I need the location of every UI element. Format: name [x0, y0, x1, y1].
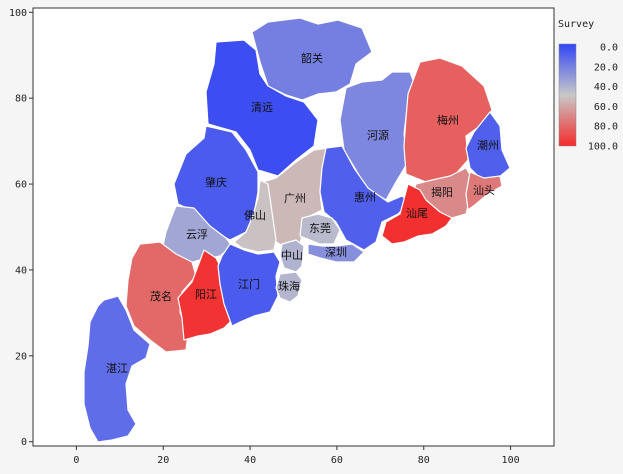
region-meizhou[interactable] — [403, 57, 493, 185]
x-tick-label: 100 — [502, 455, 520, 466]
region-shanwei[interactable] — [381, 183, 453, 245]
region-zhanjiang[interactable] — [83, 295, 151, 443]
y-tick-label: 40 — [15, 265, 27, 276]
y-tick-label: 100 — [9, 8, 27, 19]
y-tick-label: 60 — [15, 180, 27, 191]
legend-tick-label: 40.0 — [594, 82, 618, 93]
x-tick-label: 80 — [418, 455, 430, 466]
region-label: 清远 — [251, 101, 273, 114]
x-tick-label: 0 — [73, 455, 79, 466]
region-label: 潮州 — [477, 138, 499, 152]
y-tick-label: 20 — [15, 351, 27, 362]
region-label: 汕尾 — [406, 207, 428, 220]
region-label: 韶关 — [301, 51, 323, 65]
x-tick-label: 20 — [157, 455, 169, 466]
region-label: 广州 — [284, 192, 306, 205]
plot-frame — [32, 7, 555, 447]
region-label: 珠海 — [278, 279, 300, 293]
x-tick-label: 40 — [244, 455, 256, 466]
colorbar — [558, 43, 577, 147]
region-label: 湛江 — [106, 362, 128, 375]
y-tick-label: 80 — [15, 94, 27, 105]
region-shenzhen[interactable] — [307, 243, 365, 263]
region-label: 江门 — [238, 277, 260, 291]
region-label: 茂名 — [150, 289, 172, 303]
colorbar-legend: Survey 0.0 20.0 40.0 60.0 80.0 100.0 — [558, 19, 618, 153]
region-maoming[interactable] — [125, 241, 197, 353]
region-label: 阳江 — [195, 288, 217, 301]
legend-tick-label: 0.0 — [600, 43, 618, 54]
x-tick-label: 60 — [331, 455, 343, 466]
x-axis: 0 20 40 60 80 100 — [33, 445, 554, 466]
region-label: 汕头 — [473, 184, 495, 197]
region-label: 东莞 — [309, 222, 331, 235]
legend-tick-label: 80.0 — [594, 122, 618, 133]
y-axis: 0 20 40 60 80 100 — [9, 8, 34, 448]
region-dongguan[interactable] — [299, 213, 341, 245]
legend-tick-label: 60.0 — [594, 102, 618, 113]
region-label: 佛山 — [244, 209, 266, 222]
region-label: 深圳 — [325, 246, 347, 259]
region-label: 云浮 — [186, 228, 208, 241]
region-huizhou[interactable] — [319, 145, 411, 251]
legend-title: Survey — [558, 19, 594, 30]
region-label: 中山 — [281, 249, 303, 262]
region-label: 肇庆 — [205, 175, 227, 189]
region-foshan[interactable] — [233, 179, 277, 253]
region-jiangmen[interactable] — [217, 243, 281, 327]
region-zhuhai[interactable] — [275, 271, 303, 303]
legend-tick-label: 100.0 — [588, 142, 618, 153]
region-qingyuan[interactable] — [205, 39, 319, 177]
y-tick-label: 0 — [21, 437, 27, 448]
region-label: 惠州 — [354, 190, 376, 204]
legend-tick-label: 20.0 — [594, 62, 618, 73]
region-label: 梅州 — [437, 113, 459, 127]
region-label: 揭阳 — [431, 185, 453, 199]
region-zhongshan[interactable] — [279, 239, 305, 273]
region-layer — [83, 17, 511, 443]
region-shantou[interactable] — [465, 171, 503, 211]
region-label: 河源 — [367, 128, 389, 142]
